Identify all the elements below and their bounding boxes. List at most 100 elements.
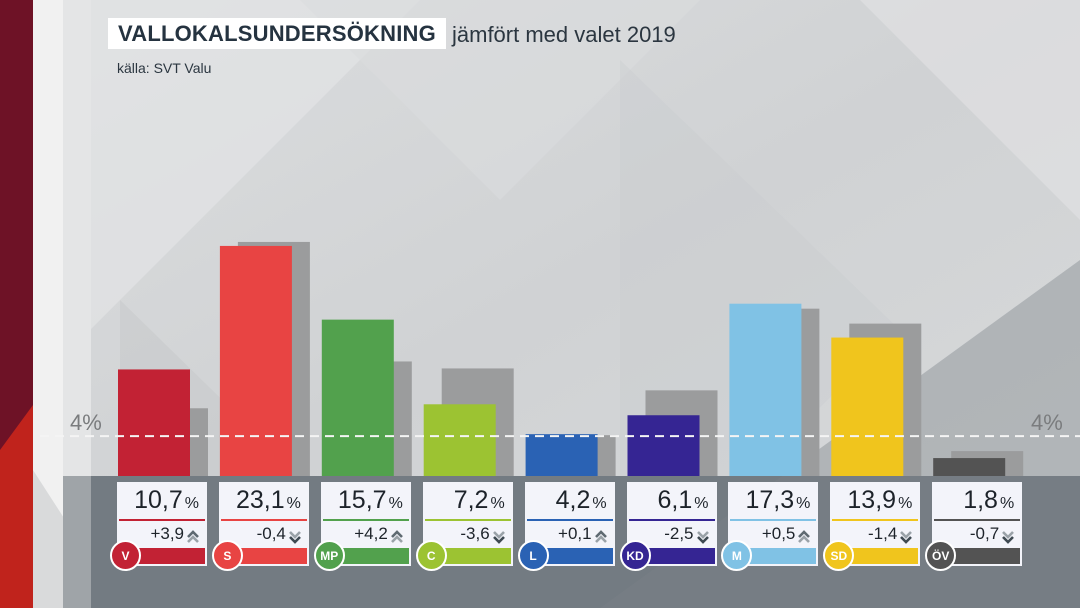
party-badge-s: S <box>211 540 243 571</box>
percent-sign: % <box>592 495 607 512</box>
vote-share-value: 13,9% <box>847 484 912 520</box>
percent-sign: % <box>388 495 403 512</box>
party-color-bar <box>946 548 1021 564</box>
change-value: -0,7 <box>969 522 1015 546</box>
bar-current-sd <box>831 337 904 476</box>
party-card-mp: 15,7% +4,2 <box>320 482 411 566</box>
double-chevron-up-icon <box>594 527 607 543</box>
vote-share-value: 10,7% <box>134 484 199 520</box>
bar-current-m <box>729 303 802 476</box>
party-color-bar <box>742 548 817 564</box>
double-chevron-down-icon <box>1002 527 1015 544</box>
party-card-m: 17,3% +0,5 <box>728 482 819 566</box>
card-separator <box>628 519 715 521</box>
vote-share-value: 6,1% <box>658 484 709 520</box>
change-number: +0,5 <box>761 524 796 543</box>
card-separator <box>119 519 205 521</box>
change-number: +3,9 <box>150 524 184 543</box>
party-badge-öv: ÖV <box>925 540 957 571</box>
vote-share-number: 4,2 <box>555 486 591 514</box>
party-color-bar <box>232 548 307 564</box>
card-separator <box>934 519 1021 521</box>
party-color-bar <box>131 548 205 564</box>
change-value: -0,4 <box>257 522 301 546</box>
double-chevron-up-icon <box>798 527 811 543</box>
card-separator <box>730 519 817 521</box>
vote-share-number: 10,7 <box>134 486 183 514</box>
vote-share-number: 23,1 <box>235 486 285 514</box>
vote-share-number: 15,7 <box>337 486 387 514</box>
vote-share-number: 6,1 <box>657 486 693 514</box>
bar-current-s <box>219 245 292 476</box>
card-separator <box>832 519 919 521</box>
chart-subtitle: jämfört med valet 2019 <box>452 22 676 47</box>
card-separator <box>220 519 307 521</box>
percent-sign: % <box>898 495 913 512</box>
double-chevron-down-icon <box>696 527 709 544</box>
vote-share-value: 1,8% <box>963 484 1014 520</box>
change-value: +0,1 <box>558 522 607 546</box>
double-chevron-up-icon <box>187 527 199 543</box>
double-chevron-up-icon <box>390 527 403 543</box>
party-card-kd: 6,1% -2,5 <box>626 482 717 566</box>
change-number: -2,5 <box>664 524 694 543</box>
card-separator <box>322 519 409 521</box>
chart-title: VALLOKALSUNDERSÖKNING <box>108 18 446 49</box>
change-number: +4,2 <box>354 524 388 543</box>
percent-sign: % <box>490 495 505 512</box>
percent-sign: % <box>796 495 811 512</box>
vote-share-value: 23,1% <box>236 484 301 520</box>
double-chevron-down-icon <box>288 527 301 544</box>
change-number: +0,1 <box>558 524 592 543</box>
bar-current-v <box>118 369 190 476</box>
change-number: -3,6 <box>460 524 490 543</box>
party-badge-mp: MP <box>313 540 345 571</box>
vote-share-value: 17,3% <box>745 484 810 520</box>
chart-layer <box>40 241 1080 476</box>
bar-current-mp <box>321 319 394 476</box>
change-value: -1,4 <box>868 522 913 546</box>
percent-sign: % <box>184 495 199 512</box>
change-number: -0,4 <box>256 524 286 543</box>
vote-share-value: 15,7% <box>338 484 403 520</box>
double-chevron-down-icon <box>492 527 505 544</box>
source-label: källa: SVT Valu <box>117 60 212 76</box>
bar-current-kd <box>627 415 700 476</box>
percent-sign: % <box>999 495 1015 512</box>
percent-sign: % <box>694 495 709 512</box>
vote-share-number: 7,2 <box>453 486 489 514</box>
card-separator <box>526 519 613 521</box>
threshold-label-left: 4% <box>70 410 102 435</box>
party-badge-c: C <box>415 540 447 571</box>
change-number: -0,7 <box>969 524 1000 543</box>
party-color-bar <box>640 548 715 564</box>
vote-share-value: 4,2% <box>556 484 607 520</box>
change-number: -1,4 <box>868 524 898 543</box>
party-color-bar <box>334 548 409 564</box>
party-color-bar <box>538 548 613 564</box>
percent-sign: % <box>286 495 301 512</box>
change-value: +3,9 <box>150 522 199 546</box>
party-badge-m: M <box>721 540 753 571</box>
threshold-label-right: 4% <box>1031 410 1063 435</box>
vote-share-number: 13,9 <box>847 486 897 514</box>
party-card-sd: 13,9% -1,4 <box>830 482 921 566</box>
vote-share-number: 17,3 <box>745 486 795 514</box>
card-separator <box>424 519 511 521</box>
bar-current-öv <box>933 458 1006 476</box>
change-value: -2,5 <box>664 522 709 546</box>
party-color-bar <box>844 548 919 564</box>
party-badge-kd: KD <box>619 540 651 571</box>
party-color-bar <box>436 548 511 564</box>
party-badge-l: L <box>517 540 549 571</box>
party-badge-sd: SD <box>823 540 855 571</box>
party-badge-v: V <box>110 540 141 571</box>
party-card-l: 4,2% +0,1 <box>524 482 615 566</box>
vote-share-number: 1,8 <box>963 486 998 514</box>
change-value: -3,6 <box>460 522 505 546</box>
change-value: +4,2 <box>354 522 403 546</box>
double-chevron-down-icon <box>900 527 913 544</box>
bar-current-l <box>525 434 598 476</box>
vote-share-value: 7,2% <box>454 484 505 520</box>
change-value: +0,5 <box>762 522 811 546</box>
